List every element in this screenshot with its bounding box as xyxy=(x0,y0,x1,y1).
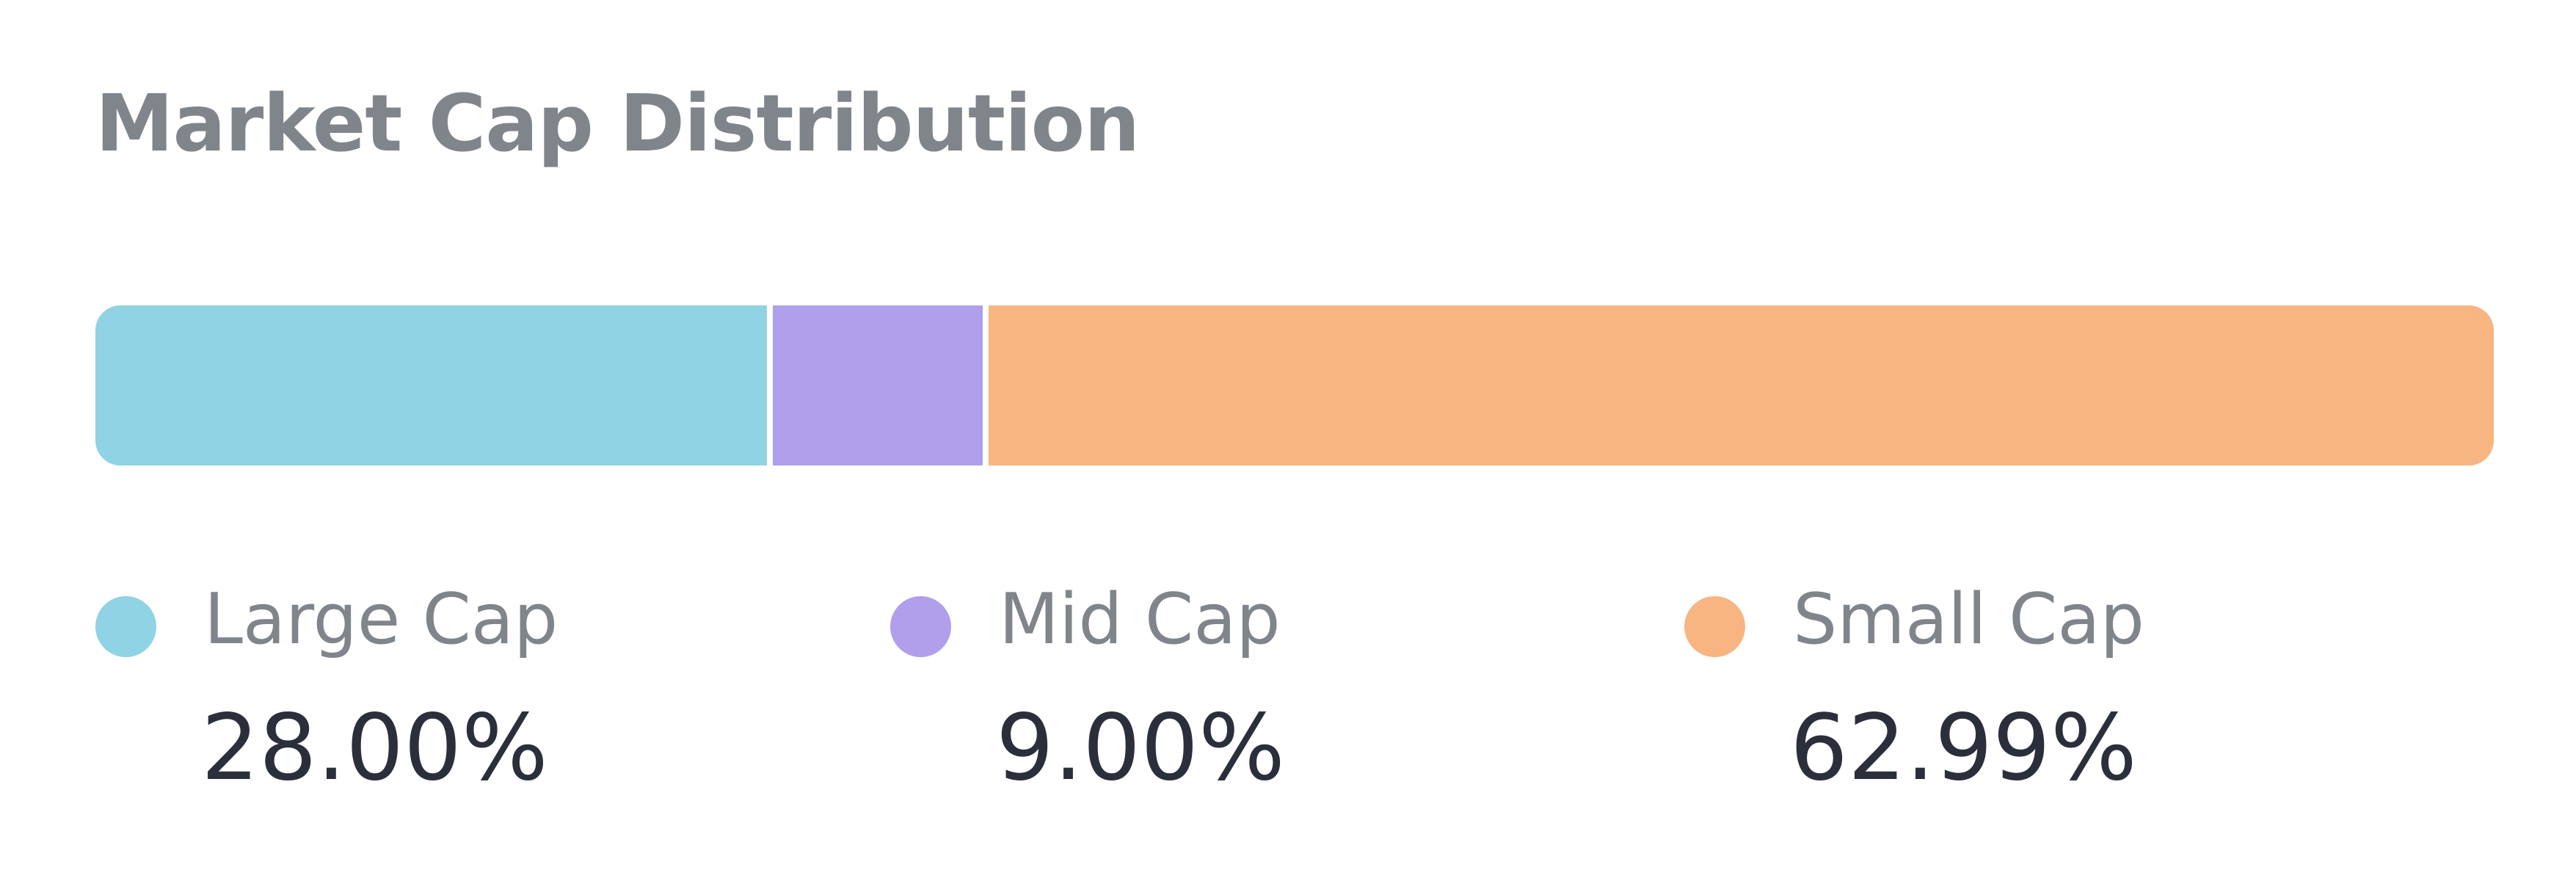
legend-label: Mid Cap xyxy=(999,579,1281,660)
legend-label: Small Cap xyxy=(1793,579,2144,660)
legend-value: 28.00% xyxy=(201,695,548,801)
legend-dot-icon xyxy=(890,596,951,657)
legend: Large Cap 28.00% Mid Cap 9.00% Small Cap 62.9… xyxy=(95,579,2494,815)
legend-dot-icon xyxy=(95,596,156,657)
chart-title: Market Cap Distribution xyxy=(95,79,1140,170)
bar-segment-small-cap xyxy=(983,305,2494,465)
stacked-bar xyxy=(95,305,2494,465)
legend-value: 9.00% xyxy=(996,695,1285,801)
legend-value: 62.99% xyxy=(1790,695,2137,801)
bar-segment-large-cap xyxy=(95,305,768,465)
bar-segment-mid-cap xyxy=(767,305,983,465)
legend-label: Large Cap xyxy=(204,579,559,660)
legend-dot-icon xyxy=(1684,596,1745,657)
